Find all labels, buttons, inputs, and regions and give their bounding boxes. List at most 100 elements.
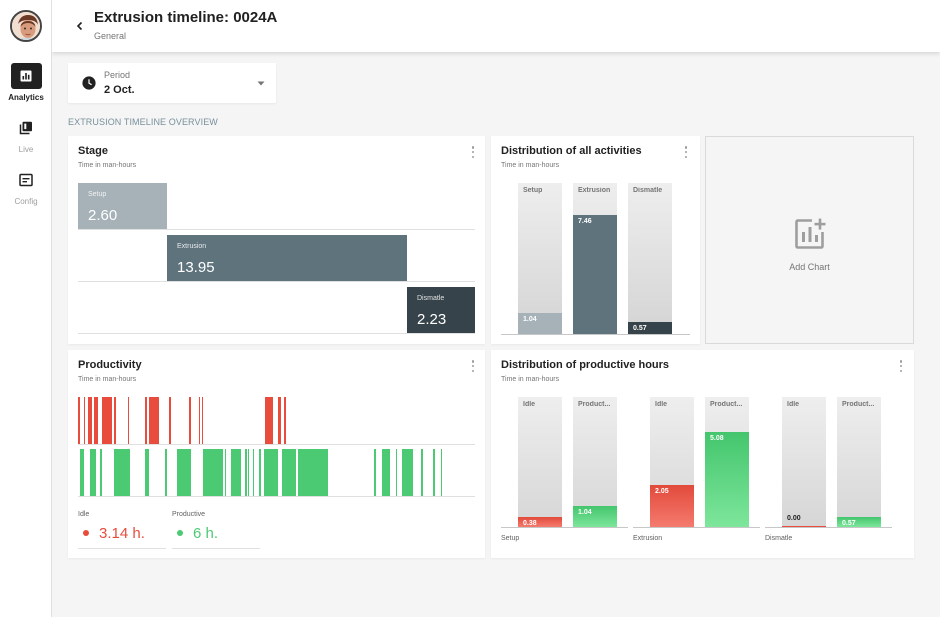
- period-label: Period: [104, 70, 131, 80]
- distribution-all-menu-button[interactable]: [681, 145, 691, 159]
- productive-segment: [99, 449, 102, 496]
- productivity-menu-button[interactable]: [468, 359, 478, 373]
- distribution-productive-baseline: [501, 527, 628, 528]
- idle-dot-icon: [83, 530, 89, 536]
- productive-stat-label: Productive: [172, 511, 206, 518]
- productive-segment: [247, 449, 250, 496]
- distribution-all-bar: 1.04: [518, 313, 562, 334]
- distribution-all-bar-value: 1.04: [523, 316, 537, 323]
- stage-gridline: [78, 333, 475, 334]
- stage-extrusion-bar: Extrusion 13.95: [167, 235, 407, 281]
- period-value: 2 Oct.: [104, 84, 135, 96]
- productive-bar: 0.57: [837, 517, 881, 527]
- productivity-card: Productivity Time in man-hours Idle 3.14…: [68, 350, 485, 558]
- productive-segment: [258, 449, 261, 496]
- idle-stat-value: 3.14 h.: [99, 525, 145, 542]
- nav-analytics-label: Analytics: [8, 93, 44, 102]
- productive-segment: [145, 449, 150, 496]
- distribution-productive-column-label: Product...: [578, 401, 611, 408]
- productive-segment: [252, 449, 254, 496]
- sidebar: Analytics Live Config: [0, 0, 52, 617]
- idle-segment: [278, 397, 282, 444]
- idle-segment: [87, 397, 92, 444]
- dropdown-arrow-icon: [257, 81, 265, 86]
- productive-bar: 1.04: [573, 506, 617, 527]
- productive-segment: [79, 449, 84, 496]
- distribution-productive-column: Idle 0.00: [782, 397, 826, 527]
- productive-dot-icon: [177, 530, 183, 536]
- distribution-productive-baseline: [633, 527, 760, 528]
- distribution-all-column: Dismatle 0.57: [628, 183, 672, 334]
- productive-segment: [401, 449, 414, 496]
- productivity-title: Productivity: [78, 359, 142, 371]
- productive-timeline: [78, 449, 475, 496]
- productive-segment: [244, 449, 247, 496]
- idle-stat-label: Idle: [78, 511, 90, 518]
- productive-segment: [441, 449, 443, 496]
- stage-setup-bar: Setup 2.60: [78, 183, 167, 229]
- productive-segment: [282, 449, 297, 496]
- productive-segment: [263, 449, 279, 496]
- stage-extrusion-value: 13.95: [177, 259, 215, 276]
- nav-config[interactable]: Config: [0, 167, 52, 206]
- productive-segment: [165, 449, 168, 496]
- idle-segment: [78, 397, 80, 444]
- analytics-icon: [10, 63, 42, 89]
- add-chart-button[interactable]: Add Chart: [705, 136, 914, 344]
- distribution-all-column: Extrusion 7.46: [573, 183, 617, 334]
- user-avatar[interactable]: [10, 10, 42, 42]
- productivity-gridline: [78, 496, 475, 497]
- stage-gridline: [78, 281, 475, 282]
- distribution-all-baseline: [501, 334, 690, 335]
- distribution-all-bar: 7.46: [573, 215, 617, 334]
- distribution-all-bar: 0.57: [628, 322, 672, 334]
- idle-segment: [83, 397, 86, 444]
- distribution-productive-column: Product... 0.57: [837, 397, 881, 527]
- productivity-gridline: [78, 444, 475, 445]
- distribution-productive-group-label: Extrusion: [633, 535, 663, 542]
- idle-segment: [264, 397, 273, 444]
- distribution-productive-baseline: [765, 527, 892, 528]
- distribution-all-column: Setup 1.04: [518, 183, 562, 334]
- distribution-productive-menu-button[interactable]: [896, 359, 906, 373]
- productive-segment: [298, 449, 329, 496]
- idle-segment: [199, 397, 201, 444]
- distribution-productive-subtitle: Time in man-hours: [501, 376, 560, 383]
- page-header: Extrusion timeline: 0024A General: [52, 0, 940, 52]
- productive-segment: [373, 449, 376, 496]
- stage-dismatle-bar: Dismatle 2.23: [407, 287, 475, 333]
- productive-segment: [421, 449, 424, 496]
- distribution-all-column-label: Setup: [523, 187, 543, 194]
- config-icon: [11, 167, 42, 193]
- productive-bar: 5.08: [705, 432, 749, 527]
- nav-config-label: Config: [14, 197, 38, 206]
- distribution-productive-bar-value: 0.57: [842, 520, 856, 527]
- distribution-all-card: Distribution of all activities Time in m…: [491, 136, 700, 344]
- productive-segment: [433, 449, 436, 496]
- idle-segment: [149, 397, 160, 444]
- stage-subtitle: Time in man-hours: [78, 162, 137, 169]
- stage-setup-value: 2.60: [88, 207, 118, 224]
- distribution-productive-column: Product... 1.04: [573, 397, 617, 527]
- nav-analytics[interactable]: Analytics: [0, 63, 52, 102]
- stage-extrusion-label: Extrusion: [177, 243, 207, 250]
- distribution-all-bar-value: 0.57: [633, 325, 647, 332]
- idle-segment: [145, 397, 148, 444]
- nav-live[interactable]: Live: [0, 115, 52, 154]
- back-button[interactable]: [70, 16, 90, 36]
- productive-segment: [224, 449, 227, 496]
- productive-segment: [89, 449, 96, 496]
- live-icon: [11, 115, 42, 141]
- distribution-productive-card: Distribution of productive hours Time in…: [491, 350, 914, 558]
- productive-segment: [113, 449, 130, 496]
- productive-segment: [230, 449, 241, 496]
- stage-dismatle-label: Dismatle: [417, 295, 445, 302]
- productive-segment: [381, 449, 390, 496]
- stage-menu-button[interactable]: [468, 145, 478, 159]
- distribution-productive-bar-value: 2.05: [655, 488, 669, 495]
- productive-segment: [203, 449, 223, 496]
- distribution-all-subtitle: Time in man-hours: [501, 162, 560, 169]
- stage-setup-label: Setup: [88, 191, 107, 198]
- period-select[interactable]: Period 2 Oct.: [68, 63, 276, 103]
- distribution-productive-bar-value: 1.04: [578, 509, 592, 516]
